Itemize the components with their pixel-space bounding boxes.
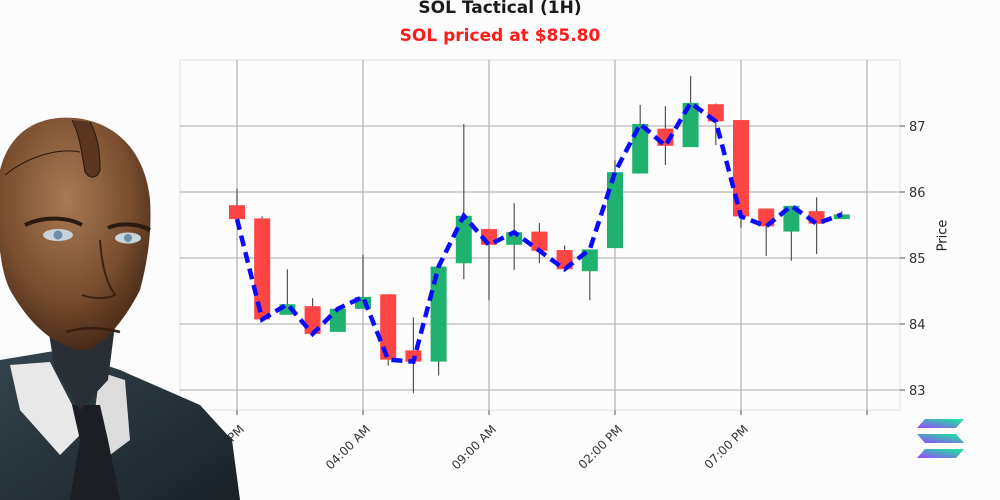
chart-title: SOL Tactical (1H) [418, 0, 582, 18]
candle [783, 205, 800, 261]
y-axis-label: Price [935, 219, 951, 252]
y-tick-label: 86 [909, 186, 926, 201]
y-tick-label: 87 [909, 120, 926, 135]
candle [229, 188, 245, 220]
solana-logo [917, 419, 964, 458]
x-tick-label: 07:00 PM [702, 422, 751, 471]
close-price-line [234, 99, 843, 365]
y-tick-label: 85 [909, 252, 926, 267]
candle [531, 223, 548, 264]
candle [455, 124, 472, 280]
candle [329, 308, 346, 332]
candle [430, 266, 447, 376]
candle [279, 269, 296, 315]
candle [254, 216, 271, 320]
android-avatar-image [0, 117, 240, 500]
x-tick-label: 09:00 AM [449, 422, 499, 472]
y-axis: 83 84 85 86 87 [900, 120, 926, 399]
y-tick-label: 83 [909, 384, 926, 399]
price-subtitle: SOL priced at $85.80 [399, 26, 601, 46]
x-tick-label: 02:00 PM [576, 422, 625, 471]
y-tick-label: 84 [909, 318, 926, 333]
x-tick-label: 04:00 AM [323, 422, 373, 472]
